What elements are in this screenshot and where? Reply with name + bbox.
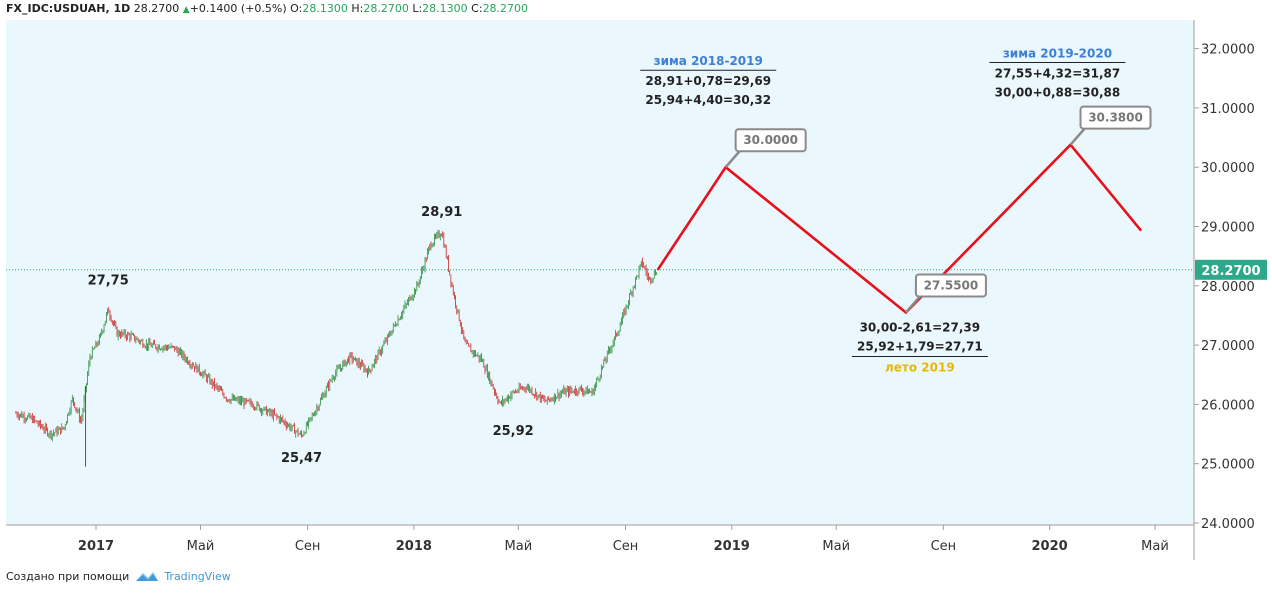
price-callouts: 30.0000 27.5500 30.3800 bbox=[724, 105, 1152, 314]
x-tick-label: Сен bbox=[613, 539, 639, 554]
annotation-line: 30,00+0,88=30,88 bbox=[995, 85, 1121, 99]
y-tick-label: 24.0000 bbox=[1201, 517, 1255, 532]
x-axis: 2017 Май Сен 2018 Май Сен 2019 Май Сен 2020 Май bbox=[78, 525, 1169, 554]
annotation-line: 25,94+4,40=30,32 bbox=[645, 93, 771, 107]
callout-pointer bbox=[1069, 127, 1086, 146]
callout-pointer bbox=[724, 150, 741, 169]
chart-header: FX_IDC:USDUAH, 1D 28.2700 ▲+0.1400 (+0.5… bbox=[6, 2, 528, 15]
extreme-label: 28,91 bbox=[421, 205, 462, 220]
low-label: L: bbox=[412, 2, 423, 15]
y-tick-label: 30.0000 bbox=[1201, 161, 1255, 176]
x-tick-label: Сен bbox=[295, 539, 321, 554]
y-tick-label: 31.0000 bbox=[1201, 102, 1255, 117]
forecast-path bbox=[656, 142, 1143, 315]
annotation-line: 25,92+1,79=27,71 bbox=[857, 339, 983, 353]
annotation-title: лето 2019 bbox=[885, 360, 955, 374]
x-tick-label: Май bbox=[1141, 539, 1169, 554]
extreme-label: 25,47 bbox=[281, 451, 322, 466]
callout-box[interactable] bbox=[914, 273, 987, 298]
tradingview-link[interactable]: TradingView bbox=[135, 569, 231, 583]
season-annotations: зима 2018-2019 28,91+0,78=29,69 25,94+4,40… bbox=[640, 46, 1126, 374]
annotation-line: 30,00-2,61=27,39 bbox=[860, 320, 981, 334]
arrow-up-icon: ▲ bbox=[182, 5, 190, 15]
x-tick-label: Май bbox=[505, 539, 533, 554]
x-tick-label: 2018 bbox=[396, 539, 432, 554]
symbol-label: FX_IDC:USDUAH, 1D bbox=[6, 2, 131, 15]
x-tick-label: Май bbox=[187, 539, 215, 554]
open-value: 28.1300 bbox=[302, 2, 348, 15]
extreme-label: 27,75 bbox=[88, 274, 129, 289]
annotation-line: 27,55+4,32=31,87 bbox=[995, 66, 1121, 80]
price-tag-box bbox=[1195, 259, 1267, 280]
callout-pointer bbox=[904, 295, 921, 314]
plot-area[interactable] bbox=[6, 20, 1194, 525]
price-tag-label: 28.2700 bbox=[1201, 264, 1260, 279]
annotation-title: зима 2018-2019 bbox=[654, 54, 763, 68]
last-price: 28.2700 bbox=[133, 2, 180, 15]
created-with-text: Создано при помощи bbox=[6, 569, 130, 583]
close-value: 28.2700 bbox=[482, 2, 529, 15]
callout-label: 30.0000 bbox=[743, 133, 798, 147]
low-value: 28.1300 bbox=[422, 2, 468, 15]
y-tick-label: 25.0000 bbox=[1201, 458, 1255, 473]
candles bbox=[15, 229, 658, 467]
y-tick-label: 29.0000 bbox=[1201, 221, 1255, 236]
callout-label: 30.3800 bbox=[1088, 111, 1143, 125]
current-price-tag: 28.2700 bbox=[1195, 259, 1267, 280]
callout-box[interactable] bbox=[734, 128, 807, 153]
annotation-title: зима 2019-2020 bbox=[1003, 46, 1112, 60]
tradingview-logo-icon bbox=[136, 572, 159, 581]
x-tick-label: Май bbox=[822, 539, 850, 554]
extreme-label: 25,92 bbox=[493, 424, 534, 439]
y-tick-label: 26.0000 bbox=[1201, 398, 1255, 413]
footer: Создано при помощи TradingView bbox=[6, 569, 231, 583]
forecast-line bbox=[656, 142, 1143, 315]
y-tick-label: 27.0000 bbox=[1201, 339, 1255, 354]
price-change: +0.1400 (+0.5%) bbox=[189, 2, 287, 15]
open-label: O: bbox=[290, 2, 303, 15]
tradingview-brand: TradingView bbox=[164, 569, 231, 583]
annotation-line: 28,91+0,78=29,69 bbox=[645, 74, 771, 88]
price-chart[interactable]: 27,75 25,47 28,91 25,92 зима 2018-2019 28,91… bbox=[0, 0, 1272, 560]
high-value: 28.2700 bbox=[363, 2, 409, 15]
x-tick-label: 2019 bbox=[714, 539, 750, 554]
close-label: C: bbox=[471, 2, 483, 15]
y-axis: 24.0000 25.0000 26.0000 27.0000 28.0000 29.00… bbox=[1194, 43, 1255, 532]
y-tick-label: 32.0000 bbox=[1201, 43, 1255, 58]
high-label: H: bbox=[351, 2, 364, 15]
y-tick-label: 28.0000 bbox=[1201, 280, 1255, 295]
extreme-labels: 27,75 25,47 28,91 25,92 bbox=[88, 205, 534, 466]
x-tick-label: 2020 bbox=[1032, 539, 1068, 554]
callout-label: 27.5500 bbox=[924, 278, 979, 292]
x-tick-label: 2017 bbox=[78, 539, 114, 554]
callout-box[interactable] bbox=[1079, 105, 1152, 130]
x-tick-label: Сен bbox=[931, 539, 957, 554]
